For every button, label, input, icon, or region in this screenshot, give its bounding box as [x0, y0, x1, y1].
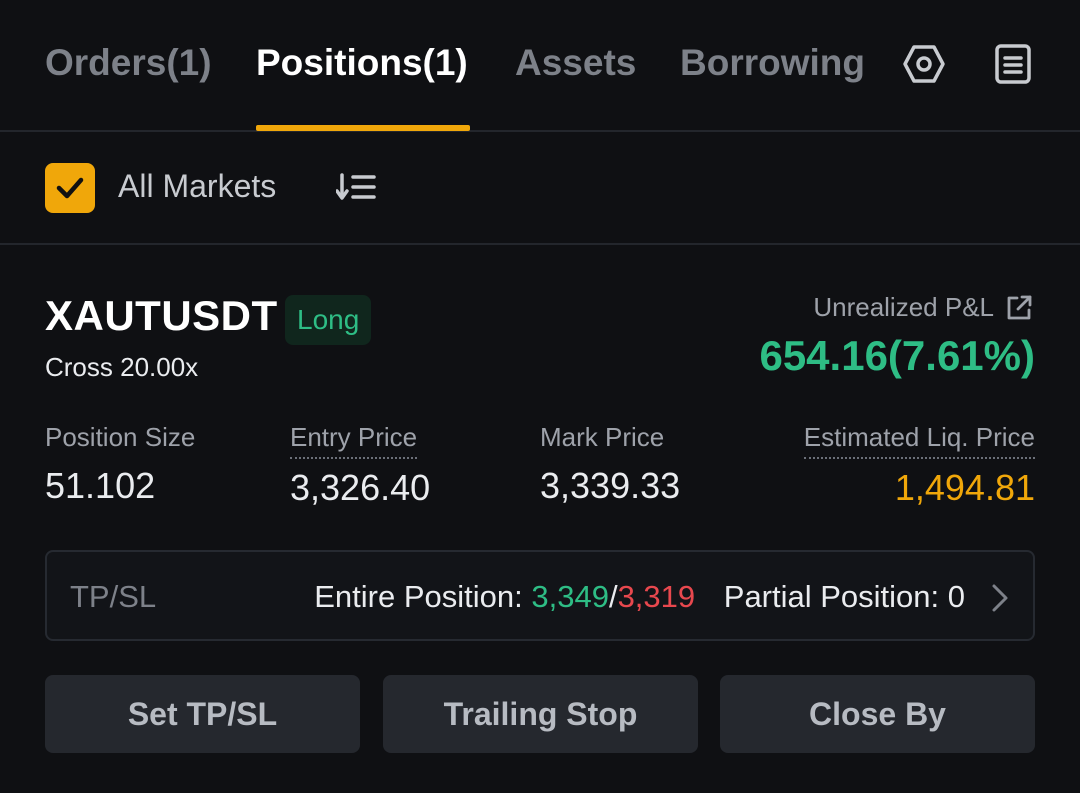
filter-row: All Markets — [0, 132, 1080, 245]
position-size-value: 51.102 — [45, 465, 156, 506]
unrealized-pnl-value: 654.16(7.61%) — [759, 332, 1035, 379]
trailing-stop-button[interactable]: Trailing Stop — [383, 675, 698, 753]
document-icon[interactable] — [991, 42, 1035, 86]
all-markets-checkbox[interactable] — [45, 163, 95, 213]
position-size-stat: Position Size 51.102 — [45, 422, 195, 507]
entire-position-label: Entire Position: — [314, 579, 532, 614]
entry-price-label[interactable]: Entry Price — [290, 422, 418, 459]
tab-assets[interactable]: Assets — [515, 42, 637, 83]
tab-borrowing[interactable]: Borrowing — [680, 42, 865, 83]
unrealized-pnl-label: Unrealized P&L — [813, 292, 1034, 323]
unrealized-pnl-label-text: Unrealized P&L — [813, 292, 994, 322]
set-tpsl-button[interactable]: Set TP/SL — [45, 675, 360, 753]
liq-price-value: 1,494.81 — [894, 467, 1035, 508]
take-profit-value: 3,349 — [531, 579, 609, 614]
liq-price-stat: Estimated Liq. Price 1,494.81 — [803, 422, 1035, 509]
margin-mode: Cross 20.00x — [45, 352, 199, 382]
share-icon[interactable] — [1004, 293, 1034, 323]
tpsl-separator: / — [608, 579, 618, 614]
chevron-right-icon[interactable] — [989, 582, 1011, 614]
mark-price-label: Mark Price — [540, 422, 665, 452]
position-symbol[interactable]: XAUTUSDT — [45, 292, 278, 339]
position-size-label: Position Size — [45, 422, 196, 452]
entry-price-value: 3,326.40 — [290, 467, 431, 508]
active-tab-indicator — [256, 125, 470, 131]
tab-orders[interactable]: Orders(1) — [45, 42, 212, 83]
tab-positions[interactable]: Positions(1) — [256, 42, 468, 83]
partial-position-label: Partial Position: 0 — [723, 579, 965, 614]
tpsl-title: TP/SL — [70, 579, 157, 614]
mark-price-stat: Mark Price 3,339.33 — [540, 422, 680, 507]
tab-bar: Orders(1) Positions(1) Assets Borrowing — [0, 0, 1080, 132]
tpsl-detail: Entire Position: 3,349/3,319 Partial Pos… — [314, 579, 965, 615]
liq-price-label[interactable]: Estimated Liq. Price — [803, 422, 1035, 459]
entry-price-stat: Entry Price 3,326.40 — [290, 422, 430, 509]
mark-price-value: 3,339.33 — [540, 465, 681, 506]
close-by-button[interactable]: Close By — [720, 675, 1035, 753]
settings-hex-icon[interactable] — [902, 42, 946, 86]
tpsl-summary[interactable]: TP/SL Entire Position: 3,349/3,319 Parti… — [45, 550, 1035, 641]
all-markets-label[interactable]: All Markets — [118, 168, 277, 204]
checkmark-icon — [56, 177, 84, 199]
sort-icon[interactable] — [334, 168, 378, 208]
stop-loss-value: 3,319 — [617, 579, 696, 614]
position-side-badge: Long — [285, 295, 372, 345]
